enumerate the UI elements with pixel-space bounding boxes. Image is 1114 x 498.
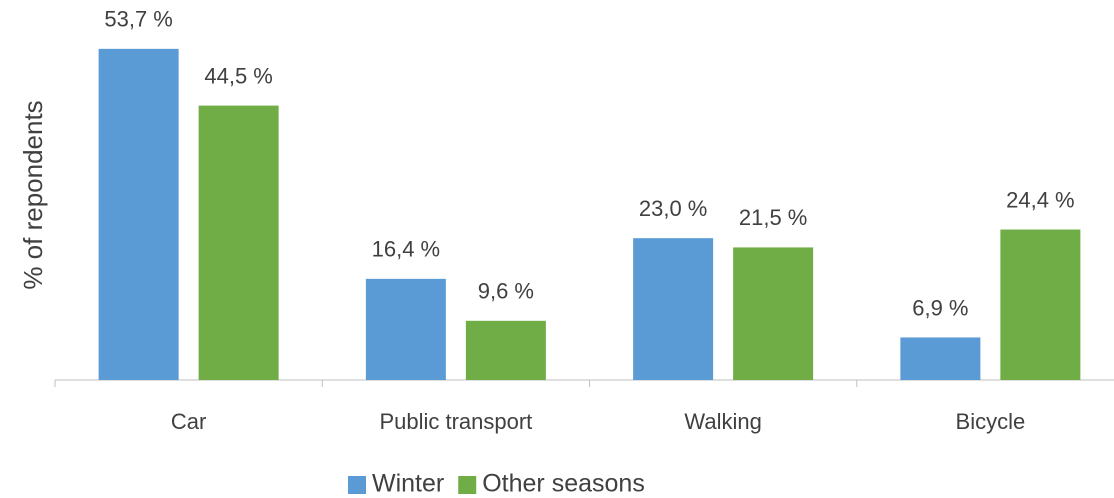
x-tick-label: Walking: [684, 409, 761, 434]
bar: [465, 320, 546, 380]
x-tick-label: Bicycle: [956, 409, 1026, 434]
bar: [1000, 229, 1081, 380]
x-tick-label: Car: [171, 409, 206, 434]
bar: [900, 337, 981, 380]
data-label: 53,7 %: [104, 7, 173, 32]
bar: [733, 247, 814, 380]
data-label: 6,9 %: [912, 295, 968, 320]
data-label: 24,4 %: [1006, 187, 1075, 212]
legend-label: Other seasons: [482, 470, 645, 498]
bar: [198, 105, 279, 380]
data-label: 16,4 %: [372, 237, 441, 262]
x-tick-label: Public transport: [379, 409, 532, 434]
data-label: 44,5 %: [204, 63, 273, 88]
legend-swatch: [348, 476, 366, 494]
data-label: 9,6 %: [478, 279, 534, 304]
data-label: 21,5 %: [739, 205, 808, 230]
legend-swatch: [458, 476, 477, 494]
legend-label: Winter: [372, 470, 444, 498]
bar: [365, 278, 446, 380]
y-axis-label: % of repondents: [18, 100, 48, 289]
bar: [98, 48, 179, 380]
bar: [633, 238, 714, 380]
data-label: 23,0 %: [639, 196, 708, 221]
